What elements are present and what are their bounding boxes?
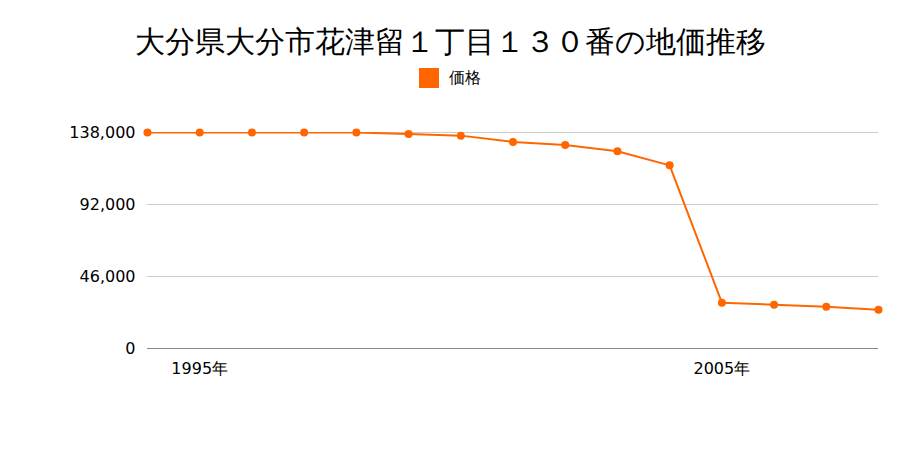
html-text:大分県大分市花津留１丁目１３０番の地価推移: 大分県大分市花津留１丁目１３０番の地価推移 [134, 24, 766, 59]
svg-text:0: 0 [125, 339, 135, 358]
svg-text:2005年: 2005年 [693, 359, 750, 378]
svg-text:1995年: 1995年 [171, 359, 228, 378]
svg-text:138,000: 138,000 [69, 123, 135, 142]
svg-text:92,000: 92,000 [80, 195, 136, 214]
svg-text:46,000: 46,000 [80, 267, 136, 286]
html-text:価格: 価格 [449, 67, 481, 87]
